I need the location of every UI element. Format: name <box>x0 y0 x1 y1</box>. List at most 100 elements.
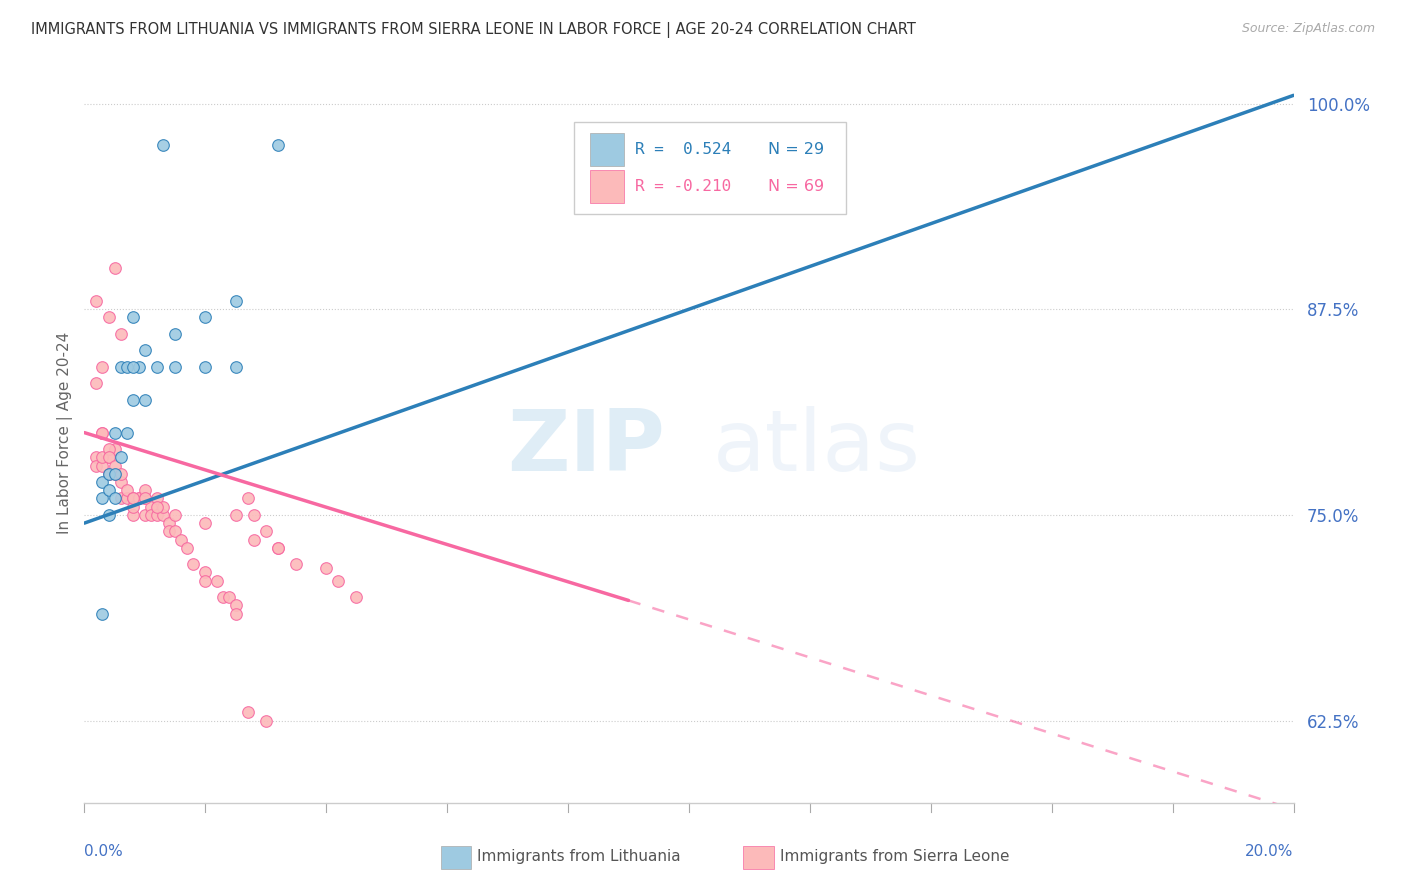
FancyBboxPatch shape <box>589 133 624 166</box>
Point <box>91 450 114 465</box>
Point <box>194 566 217 580</box>
Point <box>97 450 120 465</box>
Point <box>121 491 143 506</box>
Point <box>134 491 156 506</box>
Point <box>157 524 180 539</box>
Point <box>738 187 761 202</box>
Text: Immigrants from Sierra Leone: Immigrants from Sierra Leone <box>780 848 1010 863</box>
Point <box>115 483 138 498</box>
Point <box>146 500 169 514</box>
Point <box>194 359 217 374</box>
Point <box>91 425 114 440</box>
Point <box>225 359 247 374</box>
Text: 0.0%: 0.0% <box>84 844 124 858</box>
Point <box>152 508 174 522</box>
Point <box>86 376 108 391</box>
FancyBboxPatch shape <box>441 846 471 870</box>
Point <box>165 359 187 374</box>
Point <box>86 458 108 473</box>
FancyBboxPatch shape <box>589 170 624 203</box>
Point <box>181 558 204 572</box>
Point <box>328 574 350 588</box>
Point <box>218 590 240 604</box>
Point <box>121 310 143 325</box>
Point <box>104 442 127 456</box>
Point <box>170 533 193 547</box>
Text: R = -0.210: R = -0.210 <box>634 179 731 194</box>
Text: N = 29: N = 29 <box>768 142 824 157</box>
Point <box>121 392 143 407</box>
Point <box>97 450 120 465</box>
Point <box>236 491 259 506</box>
Point <box>152 500 174 514</box>
Point <box>285 558 308 572</box>
Point <box>242 508 264 522</box>
Text: IMMIGRANTS FROM LITHUANIA VS IMMIGRANTS FROM SIERRA LEONE IN LABOR FORCE | AGE 2: IMMIGRANTS FROM LITHUANIA VS IMMIGRANTS … <box>31 22 915 38</box>
Point <box>115 359 138 374</box>
Point <box>194 574 217 588</box>
FancyBboxPatch shape <box>574 121 846 214</box>
Point <box>207 574 229 588</box>
Point <box>346 590 368 604</box>
Point <box>242 533 264 547</box>
Point <box>165 508 187 522</box>
Point <box>91 607 114 621</box>
Point <box>152 137 174 152</box>
Text: ZIP: ZIP <box>508 406 665 489</box>
Point <box>121 359 143 374</box>
Point <box>194 516 217 530</box>
Point <box>139 500 162 514</box>
Point <box>121 508 143 522</box>
Text: Source: ZipAtlas.com: Source: ZipAtlas.com <box>1241 22 1375 36</box>
Point <box>139 508 162 522</box>
Point <box>134 491 156 506</box>
Point <box>97 483 120 498</box>
Point <box>97 508 120 522</box>
Point <box>165 524 187 539</box>
Point <box>115 425 138 440</box>
Text: R =  0.524: R = 0.524 <box>634 142 731 157</box>
Point <box>97 467 120 481</box>
Point <box>134 483 156 498</box>
Point <box>91 425 114 440</box>
Point <box>254 714 277 728</box>
Text: N = 69: N = 69 <box>768 179 824 194</box>
Text: atlas: atlas <box>713 406 921 489</box>
Point <box>86 293 108 308</box>
Point <box>97 442 120 456</box>
Y-axis label: In Labor Force | Age 20-24: In Labor Force | Age 20-24 <box>58 332 73 533</box>
Point <box>225 607 247 621</box>
Point <box>254 524 277 539</box>
Point <box>165 326 187 341</box>
Point <box>225 508 247 522</box>
FancyBboxPatch shape <box>744 846 773 870</box>
Point <box>128 491 150 506</box>
Point <box>91 475 114 489</box>
Point <box>176 541 198 555</box>
Point <box>157 516 180 530</box>
Point <box>104 467 127 481</box>
Point <box>97 467 120 481</box>
Point <box>104 491 127 506</box>
Point <box>110 359 132 374</box>
Point <box>115 491 138 506</box>
Point <box>110 475 132 489</box>
Point <box>212 590 235 604</box>
Point <box>110 326 132 341</box>
Point <box>236 706 259 720</box>
Point <box>97 310 120 325</box>
Point <box>146 508 169 522</box>
Point <box>225 599 247 613</box>
Point <box>134 343 156 358</box>
Point <box>128 491 150 506</box>
Point <box>110 450 132 465</box>
Point <box>104 458 127 473</box>
Point <box>134 392 156 407</box>
Point <box>110 491 132 506</box>
Point <box>110 467 132 481</box>
Point <box>225 293 247 308</box>
Point <box>267 541 290 555</box>
Point <box>194 310 217 325</box>
Point <box>146 491 169 506</box>
Point <box>121 491 143 506</box>
